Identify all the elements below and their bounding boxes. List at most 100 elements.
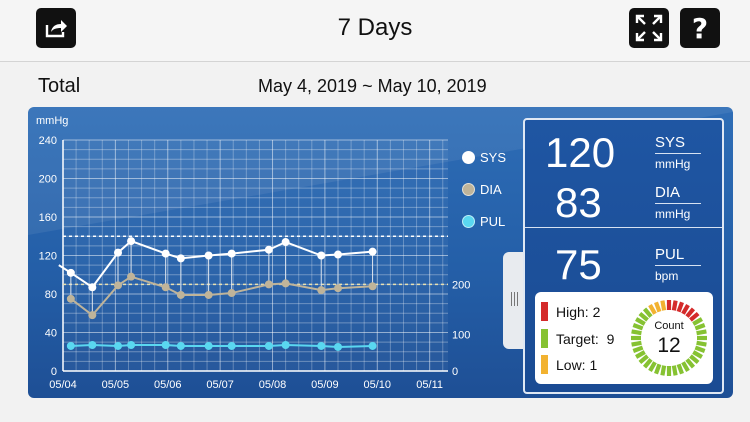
ring-segment <box>685 358 696 369</box>
ring-segment <box>632 345 644 353</box>
ring-segment <box>635 350 646 359</box>
legend-dia[interactable]: DIA <box>462 173 506 205</box>
x-tick-label: 05/11 <box>416 379 443 391</box>
point-dia <box>281 279 290 288</box>
count-high-row: High: 2 <box>541 302 600 321</box>
y-tick-label: 120 <box>39 251 57 263</box>
sys-label: SYS <box>655 134 686 151</box>
point-pul <box>176 341 185 350</box>
ring-segment <box>692 317 703 326</box>
legend-pul-label: PUL <box>480 213 506 229</box>
point-sys <box>281 238 290 247</box>
low-marker <box>541 355 548 374</box>
x-tick-label: 05/09 <box>311 379 339 391</box>
y-tick-label: 160 <box>39 212 57 224</box>
expand-icon <box>635 14 663 42</box>
ring-segment <box>638 311 649 322</box>
x-tick-label: 05/06 <box>154 379 182 391</box>
point-sys <box>176 254 185 263</box>
ring-segment <box>631 329 642 336</box>
x-tick-label: 05/10 <box>364 379 392 391</box>
latest-readout: 120 SYS mmHg 83 DIA mmHg 75 PUL bpm High… <box>523 118 724 394</box>
count-target-row: Target: 9 <box>541 329 614 348</box>
point-pul <box>281 341 290 350</box>
point-pul <box>114 341 122 350</box>
ring-segment <box>689 311 700 322</box>
legend-pul-dot <box>462 214 475 228</box>
expand-button[interactable] <box>629 8 669 48</box>
point-pul <box>334 342 342 351</box>
ring-segment <box>638 354 649 365</box>
series-line-sys <box>58 239 373 289</box>
dia-value: 83 <box>555 179 602 226</box>
dia-rule <box>655 203 701 204</box>
y-tick-label: 0 <box>51 366 57 378</box>
ring-segment <box>671 365 678 376</box>
count-low-row: Low: 1 <box>541 355 597 374</box>
y-tick-label: 40 <box>45 328 57 340</box>
point-sys <box>264 245 273 254</box>
point-dia <box>127 272 136 281</box>
point-dia <box>161 283 170 292</box>
count-summary: High: 2 Target: 9 Low: 1 Count 12 <box>535 292 713 384</box>
point-sys <box>204 251 213 260</box>
grip-icon <box>514 292 515 306</box>
ring-segment <box>631 340 642 347</box>
ring-segment <box>632 323 644 331</box>
point-sys <box>334 250 342 259</box>
point-dia <box>227 289 236 298</box>
ring-segment <box>696 329 707 336</box>
point-dia <box>334 284 342 293</box>
ring-segment <box>689 354 700 365</box>
ring-segment <box>676 301 684 313</box>
dia-unit: mmHg <box>655 207 691 221</box>
low-label: Low: <box>556 356 586 373</box>
ring-segment <box>648 304 657 315</box>
right-tick-label: 200 <box>452 279 470 291</box>
point-pul <box>66 341 75 350</box>
pul-label: PUL <box>655 246 685 263</box>
high-label: High: <box>556 303 589 320</box>
pul-value: 75 <box>555 241 602 288</box>
point-dia <box>88 311 97 320</box>
x-tick-label: 05/05 <box>102 379 130 391</box>
point-pul <box>264 341 273 350</box>
legend-sys-dot <box>462 150 475 164</box>
point-pul <box>317 341 326 350</box>
target-marker <box>541 329 548 348</box>
ring-segment <box>654 363 662 375</box>
legend-dia-dot <box>462 182 475 196</box>
point-pul <box>204 341 213 350</box>
count-value: 12 <box>657 334 681 357</box>
x-tick-label: 05/08 <box>259 379 287 391</box>
y-axis-label: mmHg <box>36 115 68 127</box>
ring-segment <box>642 358 653 369</box>
ring-segment <box>685 307 696 318</box>
ring-segment <box>681 304 690 315</box>
target-label: Target: <box>556 330 599 347</box>
ring-segment <box>642 307 653 318</box>
point-sys <box>127 237 136 246</box>
ring-segment <box>660 300 667 311</box>
right-tick-label: 0 <box>452 366 458 378</box>
count-ring-gauge <box>631 300 707 376</box>
legend-pul[interactable]: PUL <box>462 205 506 237</box>
share-button[interactable] <box>36 8 76 48</box>
pul-unit: bpm <box>655 269 679 283</box>
high-value: 2 <box>592 303 601 320</box>
y-tick-label: 240 <box>39 135 57 147</box>
sys-value: 120 <box>545 129 616 176</box>
total-label: Total <box>38 75 81 97</box>
high-marker <box>541 302 548 321</box>
share-icon <box>45 20 67 38</box>
point-sys <box>88 283 97 292</box>
ring-segment <box>681 361 690 372</box>
ring-segment <box>692 350 703 359</box>
ring-segment <box>660 365 667 376</box>
x-tick-label: 05/04 <box>49 379 77 391</box>
help-button[interactable]: ? <box>680 8 720 48</box>
chart-legend: SYS DIA PUL <box>462 141 506 237</box>
legend-sys[interactable]: SYS <box>462 141 506 173</box>
y-tick-label: 200 <box>39 174 57 186</box>
